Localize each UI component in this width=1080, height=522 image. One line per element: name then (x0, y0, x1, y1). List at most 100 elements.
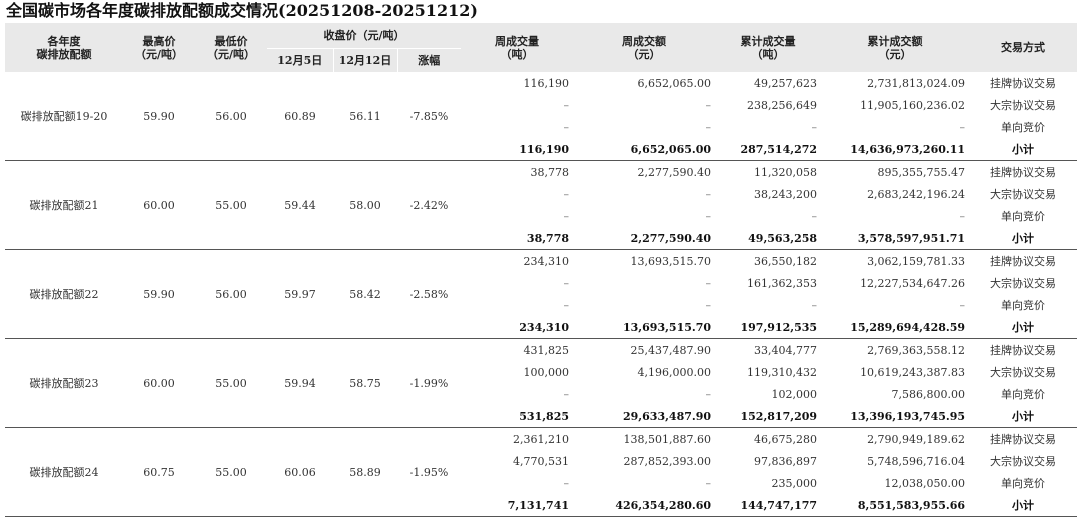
table-row: 碳排放配额23 60.00 55.00 59.94 58.75 -1.99% 431,825… (5, 338, 1077, 428)
close-date2: 58.00 (333, 160, 397, 250)
subtotal-row: 7,131,741 426,354,280.60 144,747,177 8,551,… (5, 494, 1078, 517)
cum-amount: 2,790,949,189.62 (867, 432, 966, 446)
cum-amount: – (959, 209, 966, 223)
week-amount: – (705, 476, 712, 490)
week-amount: 13,693,515.70 (630, 254, 712, 268)
close-date2: 58.42 (333, 249, 397, 339)
header-close-price: 收盘价（元/吨） (267, 23, 462, 49)
table-row: 碳排放配额24 60.75 55.00 60.06 58.89 -1.95% 2,361,2… (5, 427, 1077, 517)
subtotal-row: 116,190 6,652,065.00 287,514,272 14,636,973… (5, 138, 1078, 161)
group-name: 碳排放配额23 (5, 338, 123, 428)
cum-amount: – (959, 298, 966, 312)
cum-volume: 102,000 (771, 387, 818, 401)
close-date2: 58.75 (333, 338, 397, 428)
cum-volume: – (811, 298, 818, 312)
table-row: 碳排放配额21 60.00 55.00 59.44 58.00 -2.42% 38,778 2… (5, 160, 1077, 250)
min-price: 56.00 (195, 249, 267, 339)
header-cum-volume: 累计成交量 （吨） (715, 23, 822, 72)
week-amount: – (705, 98, 712, 112)
trade-method: 挂牌协议交易 (990, 77, 1057, 90)
subtotal-label: 小计 (969, 138, 1078, 161)
subtotal-week-volume: 7,131,741 (461, 494, 574, 517)
trade-method: 大宗协议交易 (990, 366, 1057, 379)
cum-amount: – (959, 120, 966, 134)
subtotal-cum-amount: 13,396,193,745.95 (821, 405, 970, 428)
trade-method: 单向竞价 (1001, 477, 1046, 490)
subtotal-row: 531,825 29,633,487.90 152,817,209 13,396,19… (5, 405, 1078, 428)
cum-amount: 12,227,534,647.26 (860, 276, 966, 290)
table-row: 碳排放配额22 59.90 56.00 59.97 58.42 -2.58% 234,310… (5, 249, 1077, 339)
week-amount: – (705, 276, 712, 290)
close-date1: 60.89 (267, 72, 333, 161)
max-price: 59.90 (123, 72, 195, 161)
cum-amount: 12,038,050.00 (884, 476, 966, 490)
min-price: 55.00 (195, 160, 267, 250)
cum-volume: 33,404,777 (754, 343, 818, 357)
table-row: 4,770,531 287,852,393.00 97,836,897 5,748,5… (5, 450, 1077, 472)
subtotal-week-volume: 38,778 (461, 227, 574, 250)
header-min-price: 最低价 （元/吨） (195, 23, 267, 72)
header-name: 各年度 碳排放配额 (5, 23, 123, 72)
subtotal-row: 38,778 2,277,590.40 49,563,258 3,578,597,95… (5, 227, 1078, 250)
cum-volume: 235,000 (771, 476, 818, 490)
cum-amount: 2,769,363,558.12 (867, 343, 966, 357)
trade-method: 挂牌协议交易 (990, 344, 1057, 357)
close-date1: 60.06 (267, 427, 333, 517)
cum-volume: 38,243,200 (754, 187, 818, 201)
group-name: 碳排放配额21 (5, 160, 123, 250)
subtotal-cum-amount: 3,578,597,951.71 (821, 227, 970, 250)
week-volume: – (563, 476, 570, 490)
cum-volume: 97,836,897 (754, 454, 818, 468)
week-amount: 6,652,065.00 (637, 76, 712, 90)
cum-amount: 11,905,160,236.02 (860, 98, 966, 112)
week-volume: 2,361,210 (513, 432, 570, 446)
subtotal-week-volume: 116,190 (461, 138, 574, 161)
max-price: 60.00 (123, 338, 195, 428)
week-volume: – (563, 276, 570, 290)
trade-method: 挂牌协议交易 (990, 166, 1057, 179)
header-date1: 12月5日 (267, 48, 333, 72)
subtotal-cum-amount: 8,551,583,955.66 (821, 494, 970, 517)
cum-amount: 2,731,813,024.09 (867, 76, 966, 90)
trade-method: 挂牌协议交易 (990, 433, 1057, 446)
subtotal-week-amount: 13,693,515.70 (573, 316, 716, 339)
week-volume: 431,825 (523, 343, 570, 357)
week-amount: 287,852,393.00 (623, 454, 712, 468)
cum-amount: 10,619,243,387.83 (860, 365, 966, 379)
header-week-volume: 周成交量 （吨） (461, 23, 574, 72)
cum-volume: 238,256,649 (747, 98, 818, 112)
week-amount: 2,277,590.40 (637, 165, 712, 179)
week-amount: 138,501,887.60 (623, 432, 712, 446)
carbon-trading-table: 各年度 碳排放配额 最高价 （元/吨） 最低价 （元/吨） 收盘价（元/吨） 周成交量… (5, 23, 1078, 517)
cum-amount: 5,748,596,716.04 (867, 454, 966, 468)
week-amount: – (705, 187, 712, 201)
trade-method: 大宗协议交易 (990, 277, 1057, 290)
cum-volume: 11,320,058 (754, 165, 818, 179)
subtotal-cum-volume: 49,563,258 (715, 227, 822, 250)
week-volume: – (563, 298, 570, 312)
cum-volume: 46,675,280 (754, 432, 818, 446)
subtotal-cum-amount: 15,289,694,428.59 (821, 316, 970, 339)
week-volume: 38,778 (530, 165, 570, 179)
cum-volume: – (811, 209, 818, 223)
header-method: 交易方式 (969, 23, 1078, 72)
cum-amount: 2,683,242,196.24 (867, 187, 966, 201)
cum-amount: 3,062,159,781.33 (867, 254, 966, 268)
subtotal-cum-volume: 197,912,535 (715, 316, 822, 339)
table-row: – – – – 单向竞价 (5, 294, 1077, 316)
max-price: 59.90 (123, 249, 195, 339)
min-price: 55.00 (195, 427, 267, 517)
table-row: – – 102,000 7,586,800.00 单向竞价 (5, 383, 1077, 405)
trade-method: 大宗协议交易 (990, 99, 1057, 112)
week-volume: 116,190 (523, 76, 570, 90)
cum-volume: 161,362,353 (747, 276, 818, 290)
subtotal-week-volume: 234,310 (461, 316, 574, 339)
week-amount: – (705, 120, 712, 134)
header-date2: 12月12日 (332, 48, 397, 72)
min-price: 55.00 (195, 338, 267, 428)
group-name: 碳排放配额22 (5, 249, 123, 339)
trade-method: 单向竞价 (1001, 299, 1046, 312)
subtotal-week-amount: 2,277,590.40 (573, 227, 716, 250)
cum-amount: 7,586,800.00 (891, 387, 966, 401)
subtotal-week-volume: 531,825 (461, 405, 574, 428)
